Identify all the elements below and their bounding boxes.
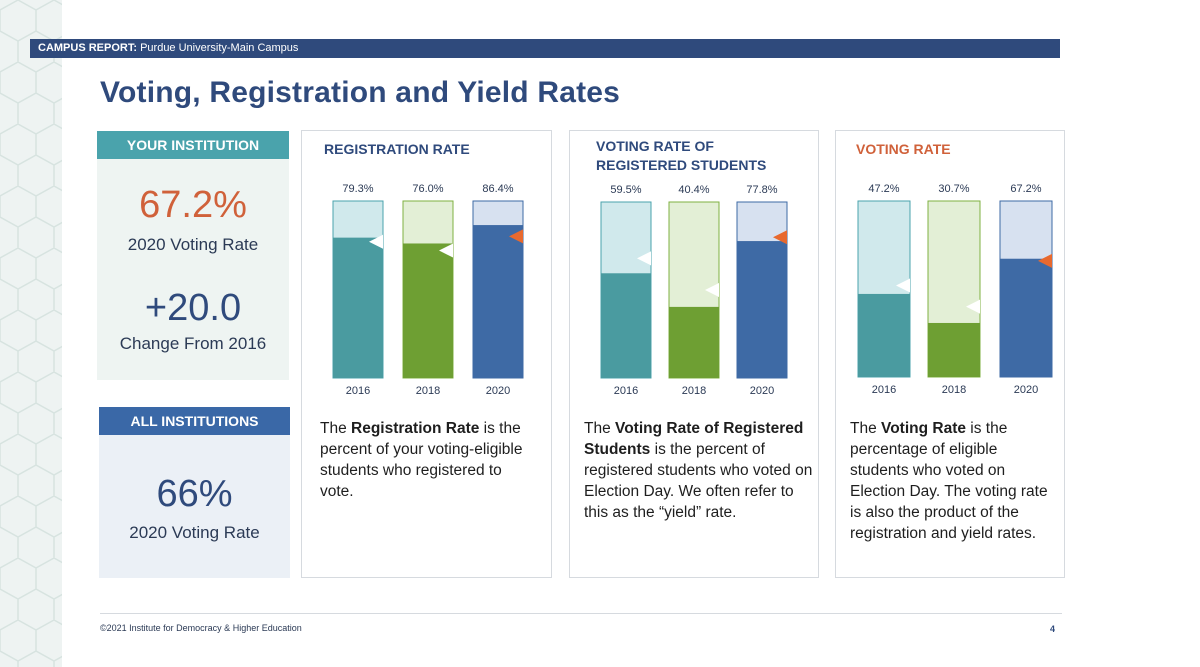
campus-report-bar: CAMPUS REPORT: Purdue University-Main Ca… bbox=[30, 39, 1060, 58]
comparison-marker-2018 bbox=[705, 283, 719, 297]
desc-post: is the percent of your voting-eligible s… bbox=[320, 420, 523, 500]
desc-post: is the percent of registered students wh… bbox=[584, 441, 813, 521]
bar-2018 bbox=[928, 322, 980, 377]
your-institution-tab: YOUR INSTITUTION bbox=[97, 131, 289, 159]
page-title: Voting, Registration and Yield Rates bbox=[100, 76, 621, 109]
desc-post: is the percentage of eligible students w… bbox=[850, 420, 1048, 542]
yield-rate-description: The Voting Rate of Registered Students i… bbox=[584, 418, 814, 523]
category-label-2018: 2018 bbox=[942, 384, 966, 396]
desc-bold: Voting Rate of Registered Students bbox=[584, 420, 804, 458]
desc-pre: The bbox=[320, 420, 352, 437]
bar-2018 bbox=[403, 243, 453, 378]
category-label-2020: 2020 bbox=[1014, 384, 1038, 396]
your-institution-box: 67.2% 2020 Voting Rate +20.0 Change From… bbox=[97, 159, 289, 380]
comparison-marker-2020 bbox=[509, 229, 523, 244]
value-label-2018: 76.0% bbox=[412, 183, 443, 195]
value-label-2020: 77.8% bbox=[746, 184, 777, 196]
desc-pre: The bbox=[584, 420, 616, 437]
category-label-2018: 2018 bbox=[682, 385, 706, 397]
category-label-2016: 2016 bbox=[346, 385, 370, 397]
yield-title-line2: REGISTERED STUDENTS bbox=[596, 157, 767, 173]
all-voting-rate-label: 2020 Voting Rate bbox=[129, 523, 260, 542]
bar-2020 bbox=[737, 241, 787, 378]
side-pattern bbox=[0, 0, 62, 667]
comparison-marker-2016 bbox=[896, 278, 910, 293]
value-label-2016: 59.5% bbox=[610, 184, 641, 196]
all-voting-rate: 66% bbox=[156, 473, 233, 515]
footer-divider bbox=[100, 613, 1062, 614]
footer-copyright: ©2021 Institute for Democracy & Higher E… bbox=[100, 623, 302, 633]
voting-rate-chart: 47.2% 2016 30.7% 2018 67.2% 2020 bbox=[857, 183, 1053, 396]
all-institutions-box: 66% 2020 Voting Rate bbox=[99, 435, 290, 578]
bar-2020 bbox=[1000, 258, 1052, 377]
desc-pre: The bbox=[850, 420, 882, 437]
voting-rate-title: VOTING RATE bbox=[856, 141, 951, 157]
bar-2016 bbox=[333, 237, 383, 378]
registration-rate-panel: REGISTRATION RATE 79.3% 2016 76.0% 2018 86.4… bbox=[301, 130, 552, 578]
value-label-2020: 86.4% bbox=[482, 183, 513, 195]
yield-rate-panel: VOTING RATE OF REGISTERED STUDENTS 59.5%… bbox=[569, 130, 819, 578]
value-label-2016: 47.2% bbox=[868, 183, 899, 195]
desc-bold: Registration Rate bbox=[351, 420, 480, 437]
comparison-marker-2018 bbox=[439, 243, 453, 258]
page-number: 4 bbox=[1050, 624, 1056, 634]
your-voting-rate-label: 2020 Voting Rate bbox=[127, 235, 259, 254]
hex-pattern-decoration bbox=[0, 0, 62, 667]
change-value: +20.0 bbox=[144, 287, 242, 329]
campus-report-label: CAMPUS REPORT: bbox=[38, 42, 138, 54]
category-label-2020: 2020 bbox=[750, 385, 774, 397]
value-label-2018: 30.7% bbox=[938, 183, 969, 195]
yield-rate-title: VOTING RATE OF REGISTERED STUDENTS bbox=[596, 137, 766, 175]
yield-title-line1: VOTING RATE OF bbox=[596, 138, 714, 154]
value-label-2016: 79.3% bbox=[342, 183, 373, 195]
comparison-marker-2016 bbox=[369, 234, 383, 249]
value-label-2020: 67.2% bbox=[1010, 183, 1041, 195]
campus-name: Purdue University-Main Campus bbox=[140, 42, 299, 54]
desc-bold: Voting Rate bbox=[881, 420, 966, 437]
voting-rate-description: The Voting Rate is the percentage of eli… bbox=[850, 418, 1060, 544]
comparison-marker-2018 bbox=[966, 299, 980, 314]
your-voting-rate: 67.2% bbox=[139, 184, 247, 226]
category-label-2016: 2016 bbox=[872, 384, 896, 396]
change-label: Change From 2016 bbox=[119, 334, 267, 353]
yield-rate-chart: 59.5% 2016 40.4% 2018 77.8% 2020 bbox=[600, 184, 788, 397]
category-label-2016: 2016 bbox=[614, 385, 638, 397]
bar-2020 bbox=[473, 225, 523, 378]
comparison-marker-2020 bbox=[1038, 253, 1052, 268]
bar-2016 bbox=[858, 293, 910, 377]
comparison-marker-2016 bbox=[637, 251, 651, 266]
registration-rate-title: REGISTRATION RATE bbox=[324, 141, 470, 157]
category-label-2020: 2020 bbox=[486, 385, 510, 397]
registration-rate-chart: 79.3% 2016 76.0% 2018 86.4% 2020 bbox=[332, 183, 524, 397]
comparison-marker-2020 bbox=[773, 230, 787, 245]
all-institutions-tab: ALL INSTITUTIONS bbox=[99, 407, 290, 435]
bar-2018 bbox=[669, 306, 719, 378]
value-label-2018: 40.4% bbox=[678, 184, 709, 196]
bar-2016 bbox=[601, 273, 651, 378]
voting-rate-panel: VOTING RATE 47.2% 2016 30.7% 2018 67.2% 2020 … bbox=[835, 130, 1065, 578]
registration-rate-description: The Registration Rate is the percent of … bbox=[320, 418, 535, 502]
category-label-2018: 2018 bbox=[416, 385, 440, 397]
